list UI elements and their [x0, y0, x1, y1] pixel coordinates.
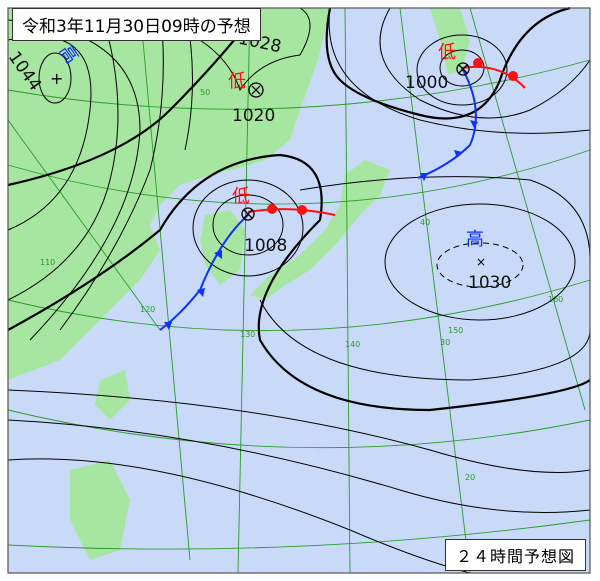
lon-label-120: 120 — [140, 305, 155, 314]
lon-label-150: 150 — [448, 326, 463, 335]
svg-text:1008: 1008 — [244, 236, 287, 256]
warm-front-bumps — [267, 58, 518, 215]
cold-front-barbs — [164, 120, 478, 330]
lon-label-110: 110 — [40, 258, 55, 267]
lat-label-40: 40 — [420, 218, 430, 227]
map-frame — [7, 7, 591, 574]
svg-text:低: 低 — [438, 42, 456, 63]
map-title: 令和3年11月30日09時の予想 — [12, 8, 261, 41]
svg-text:×: × — [476, 255, 486, 269]
low-center-1020: 低 1020 — [228, 71, 275, 126]
land-japan — [250, 160, 390, 300]
cold-front-2 — [417, 67, 477, 179]
svg-text:低: 低 — [228, 71, 246, 92]
graticule — [7, 7, 591, 574]
svg-text:+: + — [50, 69, 63, 88]
low-center-1008: 低 1008 — [232, 186, 287, 256]
low-center-1000: 低 1000 — [405, 42, 470, 93]
svg-text:1030: 1030 — [468, 273, 511, 293]
high-center-1030: 高 × 1030 — [466, 229, 511, 293]
svg-text:低: 低 — [232, 186, 250, 207]
lat-label-20: 20 — [465, 473, 475, 482]
lat-label-50: 50 — [200, 88, 210, 97]
lon-label-160: 160 — [548, 295, 563, 304]
svg-text:高: 高 — [466, 229, 484, 250]
lat-label-30: 30 — [440, 338, 450, 347]
lon-label-140: 140 — [345, 340, 360, 349]
forecast-type-label: ２４時間予想図 — [444, 539, 586, 571]
svg-text:1000: 1000 — [405, 73, 448, 93]
land-taiwan-philippines — [70, 370, 130, 560]
svg-text:1020: 1020 — [232, 106, 275, 126]
lon-label-130: 130 — [240, 330, 255, 339]
isobars-thick — [7, 6, 591, 412]
land-sakhalin — [430, 8, 470, 75]
warm-front-1 — [247, 208, 336, 216]
